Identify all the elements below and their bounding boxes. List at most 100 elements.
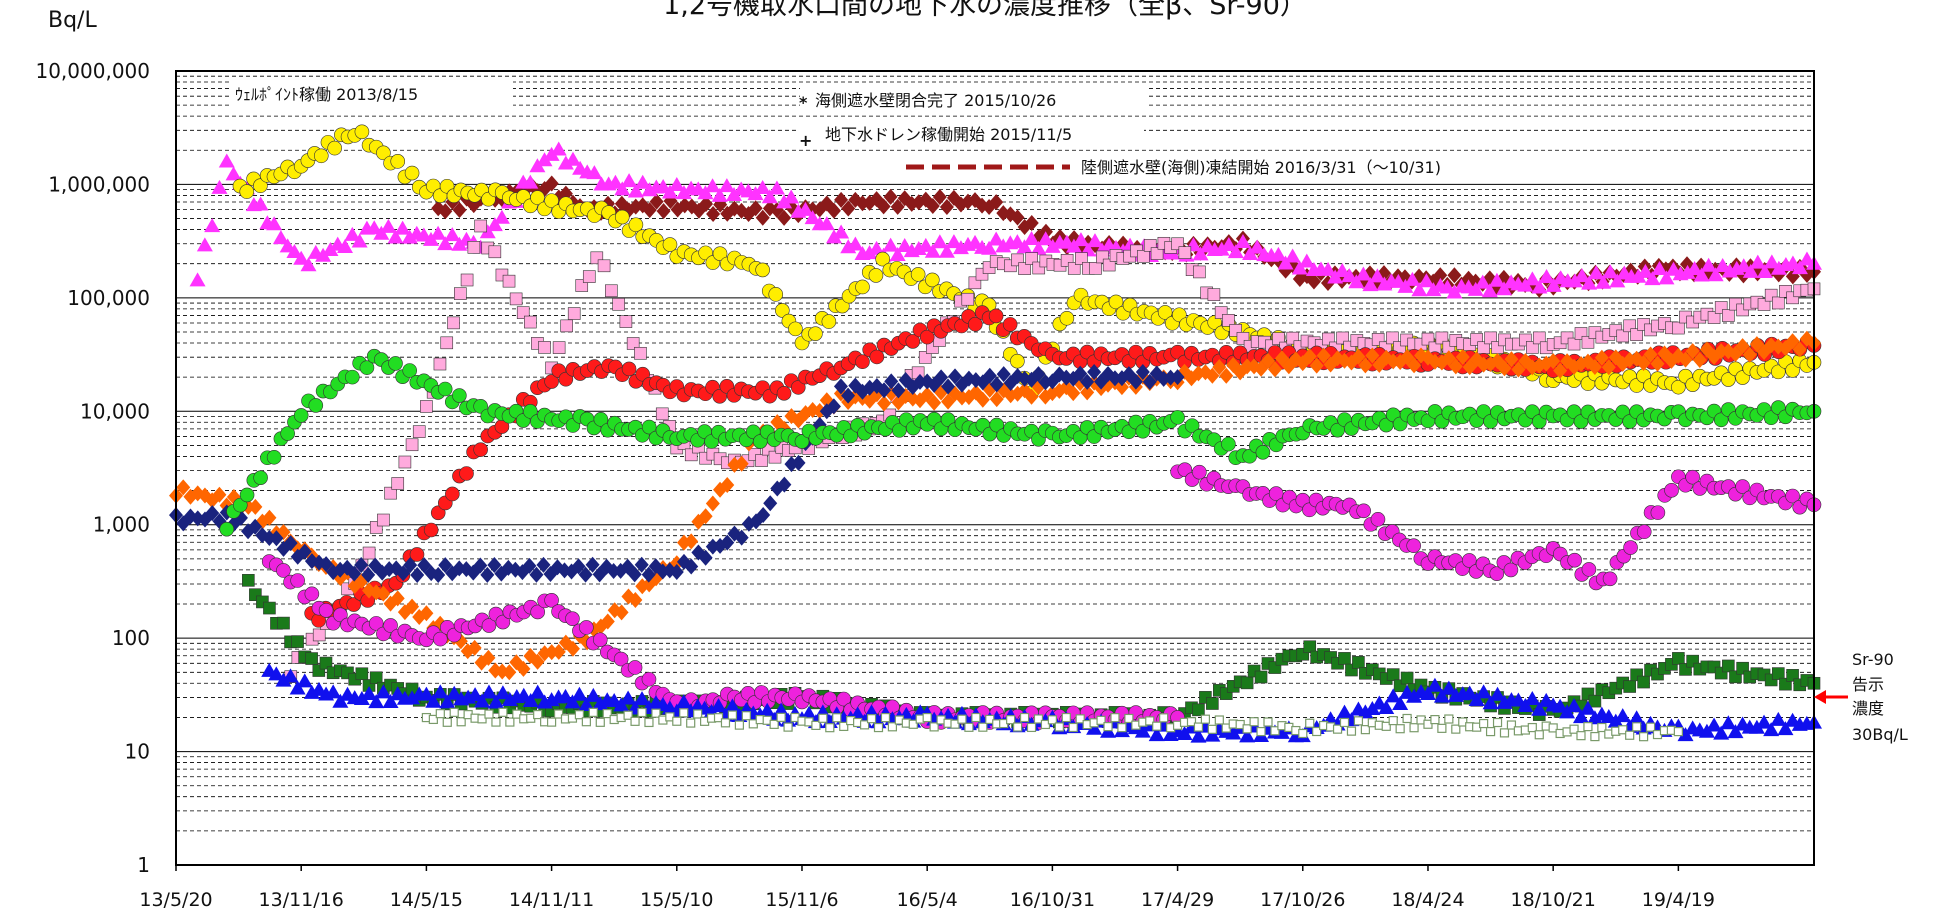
data-point [924,243,941,258]
data-point [1532,331,1546,345]
data-point [440,336,454,350]
data-point [1748,719,1765,734]
data-point [1714,257,1731,272]
data-point [516,660,531,677]
data-point [544,374,559,389]
data-point [384,486,397,500]
data-point [1270,726,1280,736]
data-point [1595,274,1612,289]
data-point [368,694,385,709]
data-point [433,631,448,647]
x-tick-label: 16/5/4 [897,889,958,911]
data-point [641,419,657,435]
data-point [1461,685,1478,700]
data-point [1010,353,1025,369]
data-point [1355,266,1372,281]
data-point [353,690,370,705]
data-point [491,717,501,727]
data-point [418,686,435,701]
data-point [530,604,545,620]
data-point [1080,373,1095,390]
data-point [439,694,456,709]
data-point [467,241,481,254]
data-point [1170,369,1185,386]
data-point [248,498,263,515]
data-point [841,200,856,217]
data-point [578,566,593,583]
data-point [431,566,446,583]
data-point [1623,540,1638,555]
data-point [1033,714,1044,724]
data-point [1602,264,1619,279]
data-point [419,605,434,622]
data-point [651,708,661,718]
data-point [1356,503,1371,519]
data-point [1406,538,1421,553]
data-point [1212,359,1227,376]
data-point [225,166,242,181]
data-point [1150,247,1164,260]
data-point [734,529,749,546]
data-point [1531,279,1548,294]
data-point [394,220,411,235]
data-point [818,713,828,723]
data-point [1548,723,1558,733]
data-point [1628,710,1645,725]
data-point [1386,331,1399,345]
data-point [704,178,721,193]
data-point [529,684,546,699]
data-point [1152,721,1162,731]
data-point [1664,483,1679,498]
data-point [404,690,421,705]
data-point [473,442,488,457]
series-1 [189,141,1822,299]
data-point [826,202,841,219]
data-point [428,714,438,725]
plot-frame [175,70,1815,866]
data-point [634,346,647,360]
data-point [712,389,728,404]
data-point [1735,258,1752,273]
data-point [1636,355,1651,372]
data-point [1242,724,1252,734]
data-point [1692,352,1707,369]
data-point [905,334,921,349]
data-point [938,243,955,258]
data-point [523,404,538,419]
data-point [1402,713,1412,724]
data-point [592,632,608,648]
data-point [319,556,334,573]
data-point [1227,244,1244,259]
data-point [280,426,295,441]
data-point [253,470,268,485]
data-point [1488,272,1505,287]
data-point [248,518,263,535]
data-point [597,259,611,273]
data-point [1135,423,1151,439]
data-point [276,563,291,578]
data-point [565,611,580,626]
data-point [1581,275,1598,290]
data-point [882,237,899,252]
x-tick-label: 13/11/16 [259,889,344,911]
data-point [437,381,453,397]
data-point [1360,725,1370,735]
data-point [312,628,326,642]
data-point [1437,723,1447,733]
data-point [346,597,362,612]
data-point [605,284,618,298]
data-point [1346,726,1357,736]
data-point [929,722,939,732]
data-point [877,382,892,399]
data-point [1722,659,1735,673]
data-point [628,591,643,608]
data-point [585,556,600,573]
data-point [756,507,771,524]
data-point [763,495,778,512]
data-point [380,218,397,233]
data-point [1425,282,1442,297]
data-point [847,236,864,251]
data-point [1114,379,1129,396]
x-tick-label: 19/4/19 [1642,889,1715,911]
data-point [322,241,339,256]
